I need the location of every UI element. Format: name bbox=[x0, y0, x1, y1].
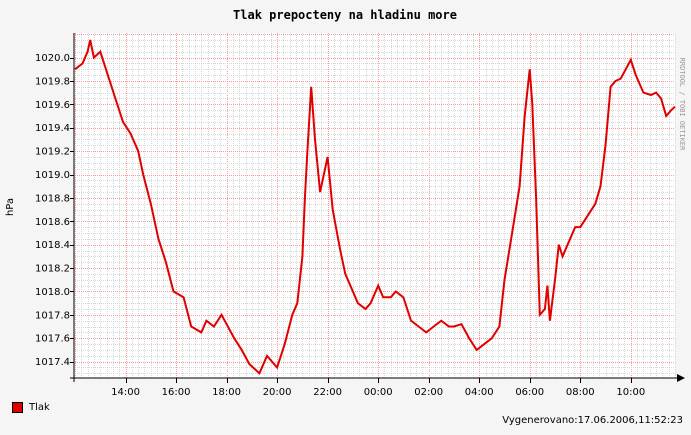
y-tick-label: 1019.8 bbox=[35, 76, 70, 87]
y-tick-label: 1019.0 bbox=[35, 170, 70, 181]
series-line-tlak bbox=[74, 39, 676, 375]
y-tick-label: 1019.4 bbox=[35, 123, 70, 134]
x-tick-label: 22:00 bbox=[313, 387, 342, 398]
y-tick-label: 1018.6 bbox=[35, 217, 70, 228]
y-tick-label: 1019.2 bbox=[35, 147, 70, 158]
chart-title: Tlak prepocteny na hladinu more bbox=[233, 8, 457, 22]
y-tick-label: 1018.0 bbox=[35, 287, 70, 298]
y-tick-label: 1020.0 bbox=[35, 53, 70, 64]
x-tick-label: 16:00 bbox=[162, 387, 191, 398]
y-tick-label: 1018.4 bbox=[35, 240, 70, 251]
y-tick-label: 1018.2 bbox=[35, 264, 70, 275]
grid bbox=[75, 33, 676, 378]
x-tick-label: 14:00 bbox=[111, 387, 140, 398]
legend-swatch bbox=[12, 402, 23, 413]
x-tick-label: 10:00 bbox=[616, 387, 645, 398]
y-tick-label: 1017.4 bbox=[35, 357, 70, 368]
x-tick-label: 18:00 bbox=[212, 387, 241, 398]
rrdtool-credit: RRDTOOL / TOBI OETIKER bbox=[678, 58, 686, 152]
y-tick-label: 1017.8 bbox=[35, 310, 70, 321]
plot-area bbox=[75, 33, 675, 378]
x-tick-label: 00:00 bbox=[364, 387, 393, 398]
x-tick-label: 04:00 bbox=[465, 387, 494, 398]
legend-label: Tlak bbox=[29, 402, 50, 413]
x-tick-labels: 14:00 16:00 18:00 20:00 22:00 00:00 02:00 04:00… bbox=[111, 378, 645, 398]
x-tick-label: 20:00 bbox=[263, 387, 292, 398]
x-tick-label: 06:00 bbox=[515, 387, 544, 398]
y-tick-labels: 1017.4 1017.6 1017.8 1018.0 1018.2 1018.4 1018… bbox=[35, 53, 74, 368]
y-tick-label: 1017.6 bbox=[35, 334, 70, 345]
legend: Tlak bbox=[12, 402, 50, 413]
y-tick-label: 1019.6 bbox=[35, 100, 70, 111]
generated-timestamp: Vygenerovano:17.06.2006,11:52:23 bbox=[502, 415, 683, 426]
y-tick-label: 1018.8 bbox=[35, 193, 70, 204]
x-tick-label: 02:00 bbox=[414, 387, 443, 398]
y-axis-label: hPa bbox=[5, 198, 16, 216]
x-tick-label: 08:00 bbox=[566, 387, 595, 398]
x-axis-arrow bbox=[677, 374, 685, 382]
